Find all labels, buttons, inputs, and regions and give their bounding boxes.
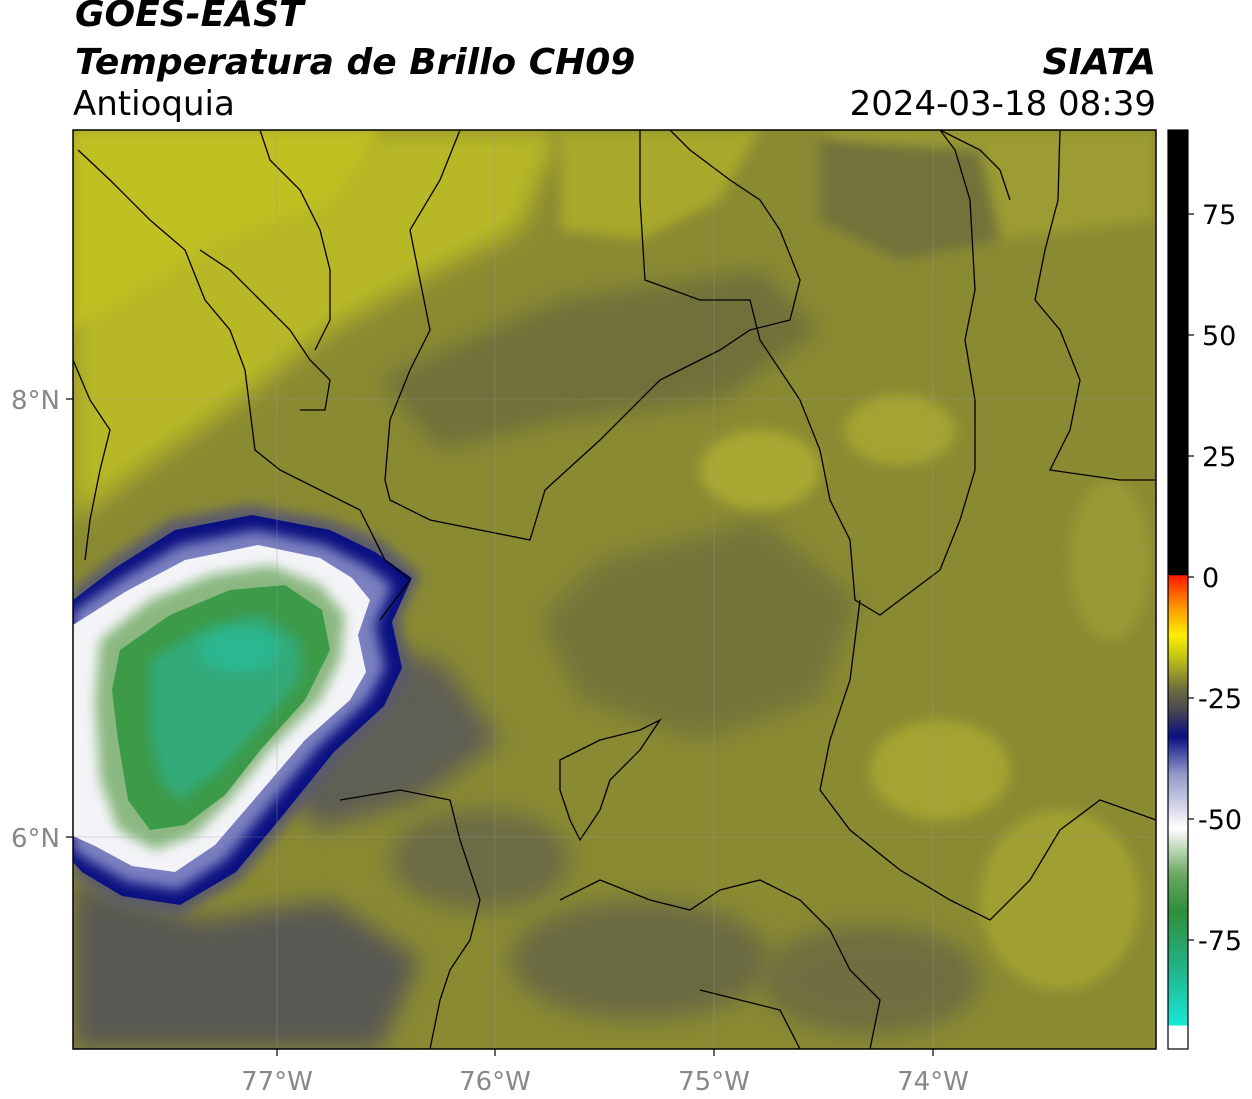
colorbar: 75 50 25 0 -25 -50 -75 xyxy=(1167,129,1242,1050)
map-frame xyxy=(72,129,1157,1050)
colorbar-tick: 0 xyxy=(1202,563,1219,594)
colorbar-tick: 25 xyxy=(1202,442,1236,473)
colorbar-scale xyxy=(1168,130,1188,1049)
colorbar-tick: 75 xyxy=(1202,200,1236,231)
lat-tick-8: 8°N xyxy=(11,386,60,416)
colorbar-tick: -25 xyxy=(1198,684,1242,715)
colorbar-tick: 50 xyxy=(1202,321,1236,352)
political-borders xyxy=(73,130,1156,1049)
graticule xyxy=(73,130,1156,1049)
brightness-temperature-field xyxy=(73,130,1156,1049)
satellite-title: GOES-EAST xyxy=(75,0,304,35)
colorbar-tick: -50 xyxy=(1198,805,1242,836)
lat-tick-6: 6°N xyxy=(11,824,60,854)
lon-tick-75: 75°W xyxy=(678,1067,750,1097)
lon-tick-74: 74°W xyxy=(897,1067,969,1097)
datetime-label: 2024-03-18 08:39 xyxy=(849,84,1156,124)
product-title: Temperatura de Brillo CH09 xyxy=(75,42,636,83)
region-label: Antioquia xyxy=(73,84,235,124)
lon-tick-77: 77°W xyxy=(241,1067,313,1097)
organization-label: SIATA xyxy=(1042,42,1156,83)
colorbar-tick: -75 xyxy=(1198,926,1242,957)
lon-tick-76: 76°W xyxy=(459,1067,531,1097)
